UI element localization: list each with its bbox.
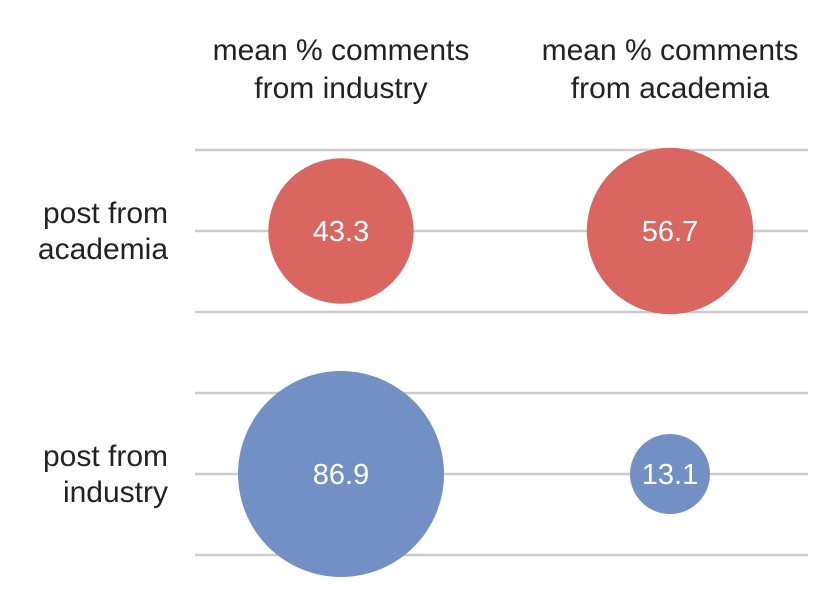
bubbles bbox=[238, 147, 754, 577]
column-header-2-line-1: mean % comments bbox=[542, 34, 799, 67]
column-headers: mean % comments from industry mean % comme… bbox=[213, 34, 799, 105]
value-label-row2-col2: 13.1 bbox=[642, 459, 698, 491]
bubble-row2-col2 bbox=[630, 434, 710, 514]
row-label-1-line-2: academia bbox=[38, 233, 168, 266]
bubble-row1-col1 bbox=[268, 158, 414, 304]
value-label-row1-col2: 56.7 bbox=[642, 216, 698, 248]
value-label-row2-col1: 86.9 bbox=[313, 459, 369, 491]
bubble-row2-col1 bbox=[238, 371, 444, 577]
value-label-row1-col1: 43.3 bbox=[313, 216, 369, 248]
bubble-row1-col2 bbox=[586, 147, 754, 315]
row-label-2-line-1: post from bbox=[43, 440, 168, 473]
column-header-2-line-2: from academia bbox=[571, 72, 770, 105]
row-label-2-line-2: industry bbox=[63, 476, 168, 509]
row-label-1-line-1: post from bbox=[43, 197, 168, 230]
column-header-1-line-2: from industry bbox=[254, 72, 427, 105]
value-labels: 43.3 56.7 86.9 13.1 bbox=[313, 216, 698, 491]
column-header-1-line-1: mean % comments bbox=[213, 34, 470, 67]
